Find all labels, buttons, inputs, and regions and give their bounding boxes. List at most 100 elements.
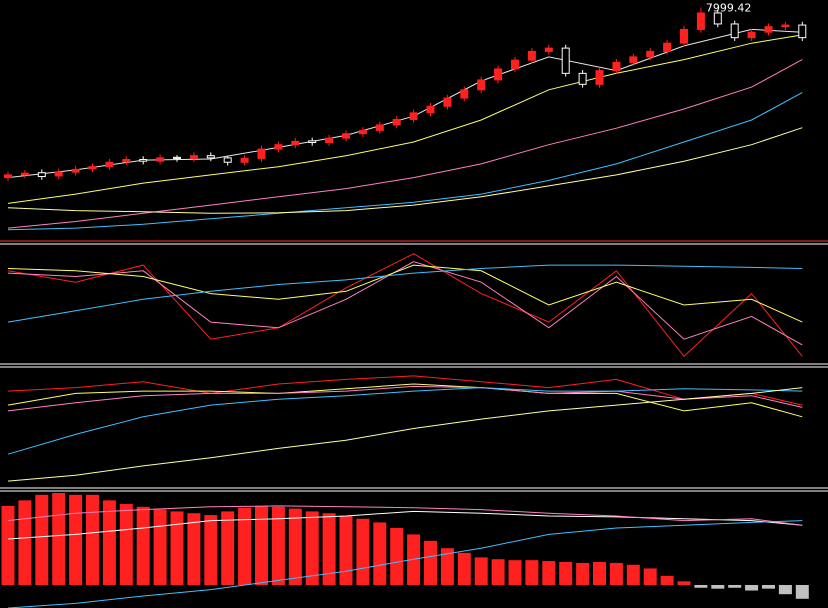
candle-body bbox=[173, 156, 181, 159]
histogram-bar bbox=[440, 548, 454, 585]
candle-body bbox=[392, 118, 401, 126]
histogram-bar bbox=[69, 494, 83, 585]
histogram-bar bbox=[626, 564, 640, 585]
histogram-bar bbox=[525, 560, 539, 585]
candle-body bbox=[71, 168, 80, 173]
candle-body bbox=[240, 157, 249, 163]
histogram-bar bbox=[542, 561, 556, 585]
histogram-bar bbox=[18, 500, 32, 585]
candle-body bbox=[358, 129, 367, 135]
histogram-bar bbox=[424, 540, 437, 585]
indicator-line bbox=[7, 127, 803, 214]
histogram-bar bbox=[390, 527, 404, 585]
histogram-bar bbox=[204, 515, 218, 585]
indicator-line bbox=[7, 387, 803, 455]
candle-body bbox=[139, 159, 148, 162]
candle-body bbox=[612, 61, 621, 72]
indicator-line bbox=[7, 264, 803, 323]
candle-body bbox=[527, 50, 536, 61]
candle-body bbox=[663, 42, 672, 52]
candle-body bbox=[88, 166, 97, 170]
candle-body bbox=[696, 12, 705, 30]
high-label: 7999.42 bbox=[706, 2, 752, 15]
candle-body bbox=[37, 172, 46, 178]
histogram-bar bbox=[643, 568, 657, 585]
histogram-bar bbox=[508, 560, 522, 585]
candle-body bbox=[257, 148, 266, 159]
candle-body bbox=[206, 155, 215, 159]
histogram-bar bbox=[119, 504, 133, 585]
candle-body bbox=[798, 24, 807, 39]
histogram-bar bbox=[86, 494, 99, 585]
histogram-bar bbox=[762, 585, 775, 589]
histogram-bar bbox=[474, 557, 488, 585]
histogram-bar bbox=[153, 509, 167, 585]
candle-body bbox=[342, 133, 350, 139]
histogram-bar bbox=[52, 493, 66, 585]
histogram-bar bbox=[491, 559, 505, 585]
candle-body bbox=[274, 144, 283, 150]
indicator-line bbox=[7, 387, 803, 482]
histogram-bar bbox=[728, 585, 742, 588]
histogram-bar bbox=[559, 562, 573, 585]
candle-body bbox=[680, 28, 688, 44]
histogram-bar bbox=[238, 507, 252, 585]
histogram-bar bbox=[187, 513, 201, 585]
histogram-bar bbox=[1, 505, 15, 585]
candle-body bbox=[223, 157, 232, 163]
histogram-bar bbox=[35, 494, 49, 585]
candle-body bbox=[156, 157, 165, 162]
histogram-bar bbox=[356, 518, 370, 585]
candle-body bbox=[730, 23, 739, 39]
candle-body bbox=[477, 79, 486, 91]
candle-body bbox=[460, 89, 469, 99]
histogram-bar bbox=[677, 581, 691, 585]
histogram-bar bbox=[593, 562, 606, 585]
indicator-line bbox=[7, 383, 803, 418]
candle-body bbox=[578, 72, 587, 85]
candle-body bbox=[747, 31, 756, 39]
indicator-line bbox=[7, 92, 803, 231]
histogram-bar bbox=[136, 506, 150, 585]
histogram-bar bbox=[305, 511, 319, 585]
histogram-bar bbox=[322, 513, 336, 585]
histogram-bar bbox=[795, 585, 809, 599]
histogram-bar bbox=[457, 552, 471, 585]
candle-body bbox=[561, 47, 570, 74]
candle-body bbox=[4, 174, 12, 179]
histogram-bar bbox=[221, 511, 235, 585]
candle-body bbox=[713, 12, 722, 25]
candle-body bbox=[646, 50, 655, 58]
candle-body bbox=[544, 47, 553, 52]
indicator-line bbox=[7, 34, 803, 204]
candle-body bbox=[409, 112, 418, 120]
candle-body bbox=[511, 59, 519, 70]
candle-body bbox=[189, 155, 198, 159]
candle-body bbox=[20, 172, 29, 176]
histogram-bar bbox=[288, 508, 302, 585]
indicator-line bbox=[7, 520, 803, 608]
histogram-bar bbox=[255, 505, 268, 585]
histogram-bar bbox=[576, 562, 590, 585]
candle-body bbox=[629, 56, 638, 63]
histogram-bar bbox=[339, 516, 353, 585]
candle-body bbox=[325, 137, 334, 144]
candle-body bbox=[494, 68, 503, 81]
candle-body bbox=[54, 171, 63, 177]
histogram-bar bbox=[745, 585, 759, 591]
candle-body bbox=[595, 70, 604, 85]
candle-body bbox=[764, 26, 773, 33]
candle-body bbox=[291, 140, 300, 146]
candle-body bbox=[443, 97, 452, 107]
histogram-bar bbox=[170, 511, 184, 585]
histogram-bar bbox=[711, 585, 725, 589]
histogram-bar bbox=[271, 506, 285, 585]
candle-body bbox=[105, 161, 114, 168]
indicator-line bbox=[7, 59, 803, 229]
histogram-bar bbox=[694, 585, 708, 588]
candle-body bbox=[122, 159, 131, 163]
candle-body bbox=[308, 140, 317, 144]
histogram-bar bbox=[660, 575, 674, 585]
